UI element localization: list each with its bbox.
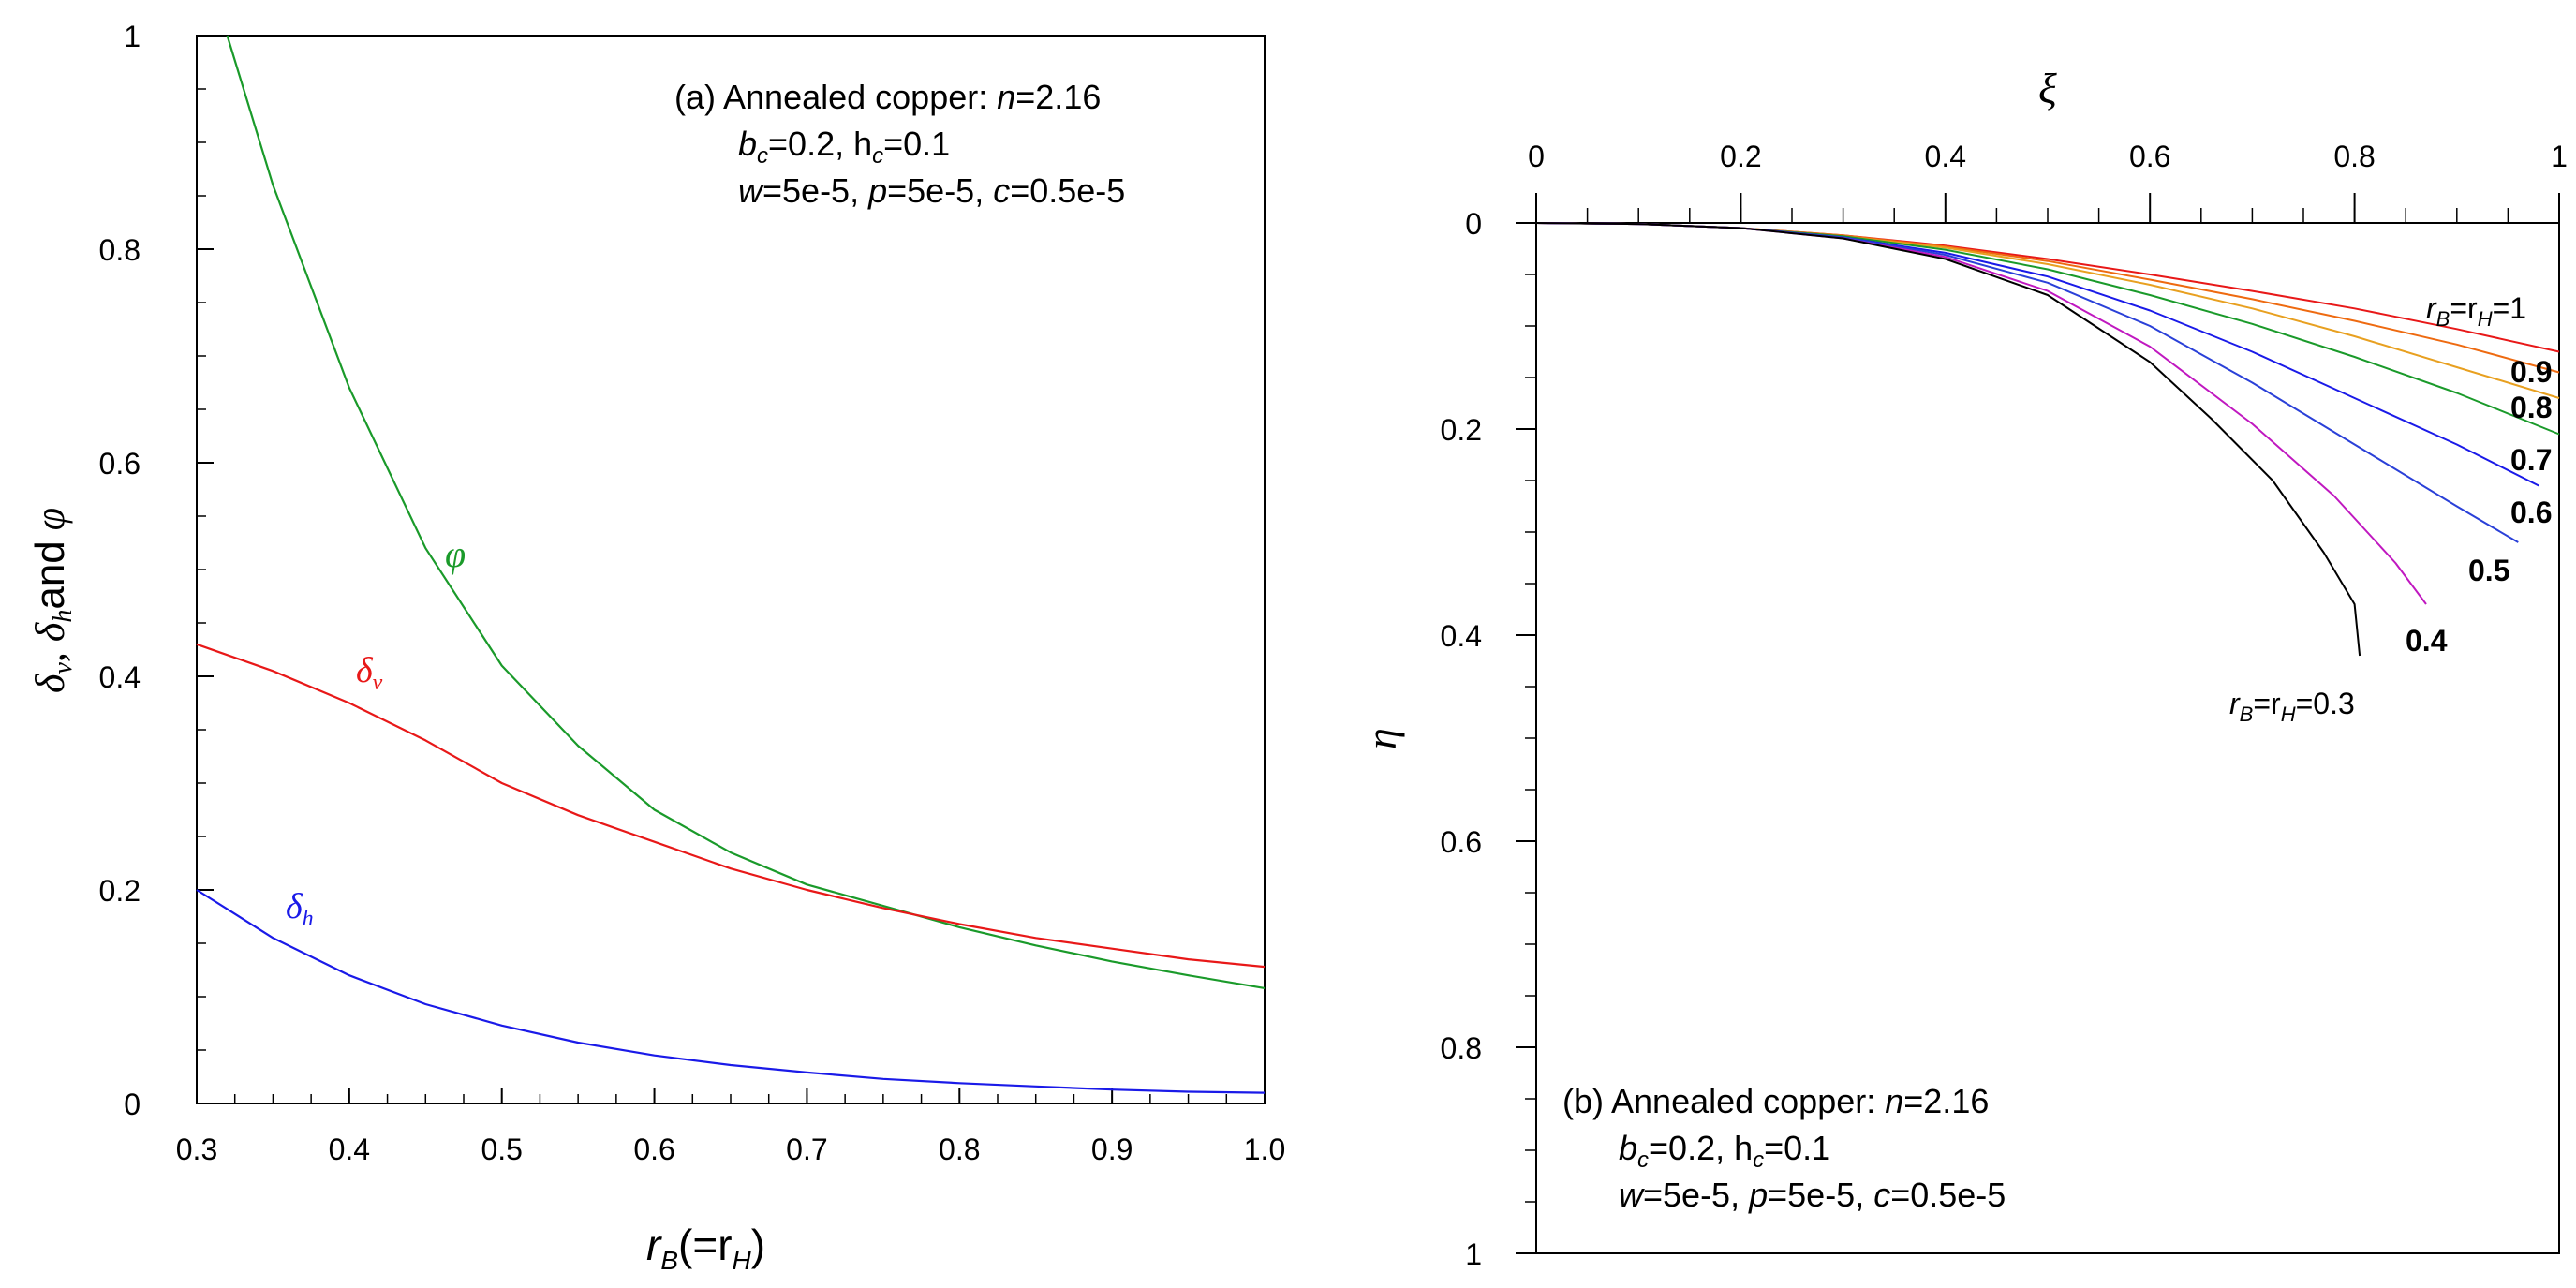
panel-a-annotation-line1: (a) Annealed copper: n=2.16 (674, 78, 1101, 116)
panel-b-annotation-line1: (b) Annealed copper: n=2.16 (1562, 1082, 1989, 1120)
panel-a-annotation-line3: w=5e-5, p=5e-5, c=0.5e-5 (738, 171, 1125, 210)
panel-a-series (196, 35, 1266, 1094)
panel-b-y-axis-label: η (1357, 728, 1405, 749)
panel-b-series-line-0.3 (1535, 222, 2361, 657)
panel-a-x-tick-label: 0.5 (481, 1133, 522, 1166)
panel-a-series-line-δv (196, 643, 1266, 969)
panel-b-x-tick-label: 0.4 (1925, 140, 1966, 173)
panel-a-series-line-δh (196, 889, 1266, 1094)
panel-b-y-tick-label: 0.6 (1441, 825, 1482, 859)
panel-b-x-tick-label: 0.6 (2129, 140, 2170, 173)
panel-b-annotation-line2: bc=0.2, hc=0.1 (1619, 1129, 1830, 1173)
panel-b-y-tick-label: 0 (1465, 207, 1482, 241)
panel-a-annotation-line2: bc=0.2, hc=0.1 (738, 125, 950, 169)
panel-a-x-tick-label: 0.8 (939, 1133, 980, 1166)
panel-a-x-axis-label: rB(=rH) (646, 1221, 765, 1275)
panel-b-x-ticks: 0 0.2 0.4 0.6 0.8 1 (1528, 140, 2568, 223)
panel-b-y-tick-label: 1 (1465, 1237, 1482, 1271)
panel-b-annotation-line3: w=5e-5, p=5e-5, c=0.5e-5 (1619, 1176, 2006, 1214)
panel-a-x-tick-label: 0.3 (176, 1133, 217, 1166)
panel-a-x-tick-label: 0.9 (1091, 1133, 1133, 1166)
panel-b-y-tick-label: 0.2 (1441, 413, 1482, 447)
panel-b-curve-label-0.6: 0.6 (2510, 496, 2552, 529)
panel-a-y-tick-label: 0.2 (99, 874, 141, 908)
panel-a-phi-label: φ (445, 533, 466, 575)
panel-b-curve-label-0.9: 0.9 (2510, 355, 2552, 389)
panel-a-y-tick-label: 0.8 (99, 233, 141, 267)
panel-b-x-axis-label: ξ (2038, 65, 2057, 112)
panel-a-y-axis-label: δv, δhand φ (27, 508, 78, 693)
panel-b-y-ticks: 0 0.2 0.4 0.6 0.8 1 (1441, 207, 1536, 1271)
panel-a-y-tick-label: 0.6 (99, 447, 141, 481)
panel-b-x-tick-label: 1 (2551, 140, 2568, 173)
panel-b-curve-label-1: rB=rH=1 (2426, 291, 2526, 331)
panel-a-y-tick-label: 1 (124, 20, 141, 53)
panel-b-y-tick-label: 0.8 (1441, 1031, 1482, 1065)
panel-b-curve-label-0.5: 0.5 (2468, 554, 2509, 587)
panel-a-x-ticks: 0.3 0.4 0.5 0.6 0.7 0.8 0.9 1.0 (176, 1088, 1285, 1166)
panel-b-chart: 0 0.2 0.4 0.6 0.8 1 0 0.2 0.4 0.6 0.8 1 ξ η rB=rH=… (1357, 65, 2568, 1271)
panel-b-series-line-0.7 (1535, 222, 2560, 436)
panel-b-x-tick-label: 0.8 (2333, 140, 2375, 173)
panel-a-delta-v-label: δv (356, 651, 383, 695)
panel-b-y-tick-label: 0.4 (1441, 619, 1482, 653)
panel-a-series-line-φ (226, 35, 1266, 989)
panel-a-y-tick-label: 0.4 (99, 660, 141, 694)
panel-a-x-tick-label: 0.7 (786, 1133, 827, 1166)
panel-a-chart: 0.3 0.4 0.5 0.6 0.7 0.8 0.9 1.0 00.20.40.60.81 … (27, 20, 1285, 1275)
panel-b-x-tick-label: 0 (1528, 140, 1545, 173)
panel-b-curve-label-0.4: 0.4 (2406, 624, 2448, 658)
panel-b-series (1535, 222, 2560, 657)
panel-a-x-tick-label: 1.0 (1244, 1133, 1285, 1166)
panel-b-x-tick-label: 0.2 (1720, 140, 1761, 173)
panel-a-x-tick-label: 0.6 (633, 1133, 674, 1166)
panel-b-curve-label-0.3: rB=rH=0.3 (2229, 687, 2355, 726)
panel-a-y-ticks: 0 0.2 0.4 0.6 0.8 1 (99, 20, 214, 1121)
panel-b-series-line-0.8 (1535, 222, 2560, 399)
panel-b-series-line-0.4 (1535, 222, 2427, 605)
panel-a-x-tick-label: 0.4 (329, 1133, 370, 1166)
panel-b-curve-label-0.7: 0.7 (2510, 443, 2552, 477)
panel-a-y-tick-label: 0 (124, 1088, 141, 1121)
panel-a-delta-h-label: δh (286, 887, 314, 931)
panel-b-curve-label-0.8: 0.8 (2510, 391, 2552, 424)
panel-b-series-line-0.9 (1535, 222, 2560, 374)
